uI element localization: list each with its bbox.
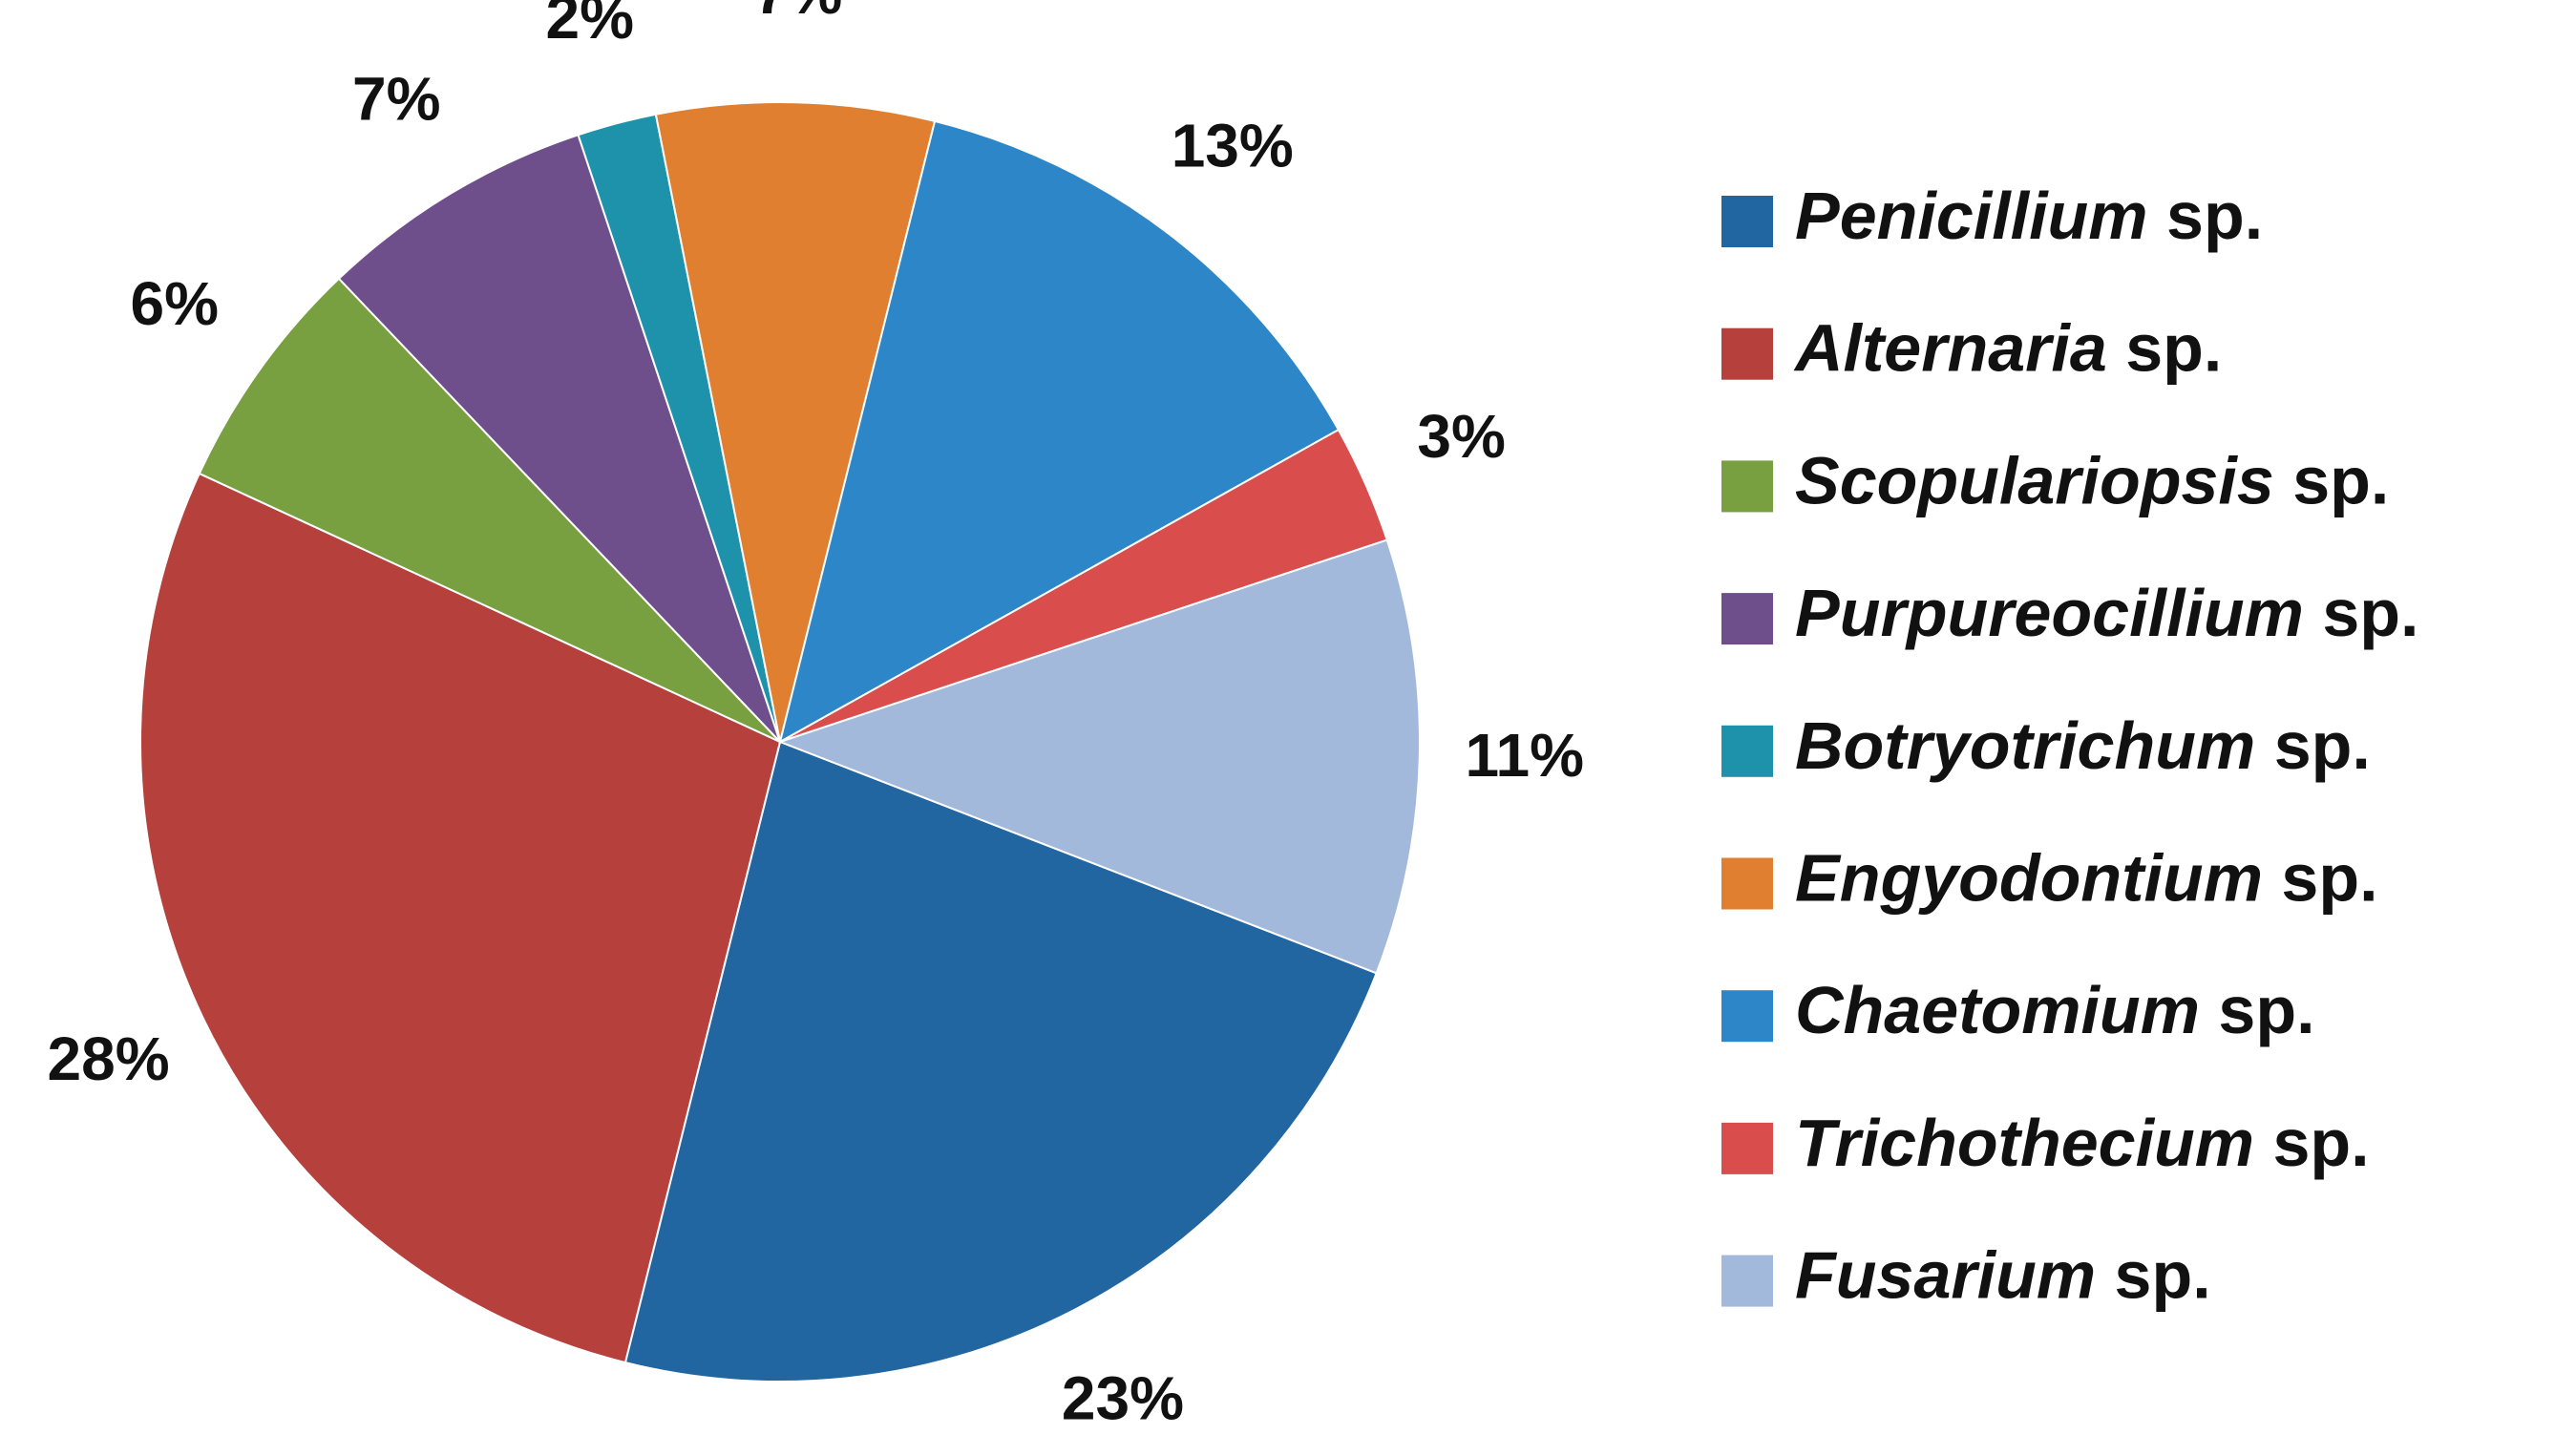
pie-slice (778, 119, 1341, 745)
legend-label: Fusarium sp. (1795, 1238, 2211, 1313)
legend-swatch (1721, 1255, 1773, 1307)
value-label: 2% (546, 0, 635, 52)
value-label: 13% (1172, 111, 1294, 179)
pie-slice (777, 538, 1421, 975)
legend-label: Botryotrichum sp. (1795, 708, 2371, 783)
legend-label: Alternaria sp. (1793, 311, 2222, 386)
legend-swatch (1721, 196, 1773, 247)
pie-slice (198, 277, 781, 743)
legend-swatch (1721, 725, 1773, 777)
pie-slice (337, 133, 781, 743)
value-label: 6% (131, 269, 220, 338)
value-label: 11% (1465, 721, 1584, 790)
legend-label: Chaetomium sp. (1795, 974, 2315, 1048)
legend-swatch (1721, 1122, 1773, 1174)
legend-label: Trichothecium sp. (1795, 1106, 2370, 1180)
pie-slice (623, 740, 1378, 1382)
value-label: 7% (352, 64, 441, 133)
legend-swatch (1721, 857, 1773, 910)
pie-slice (654, 101, 937, 743)
legend-label: Scopulariopsis sp. (1795, 444, 2389, 518)
legend-swatch (1721, 593, 1773, 645)
legend-label: Engyodontium sp. (1795, 841, 2378, 916)
value-label: 7% (754, 0, 843, 27)
legend-swatch (1721, 327, 1773, 380)
legend-label: Purpureocillium sp. (1795, 577, 2418, 651)
pie-slice (139, 472, 782, 1364)
legend-swatch (1721, 990, 1773, 1043)
legend-swatch (1721, 460, 1773, 513)
value-label: 28% (48, 1024, 170, 1093)
value-label: 23% (1062, 1363, 1184, 1432)
legend-label: Penicillium sp. (1795, 179, 2263, 253)
value-label: 3% (1417, 402, 1506, 471)
